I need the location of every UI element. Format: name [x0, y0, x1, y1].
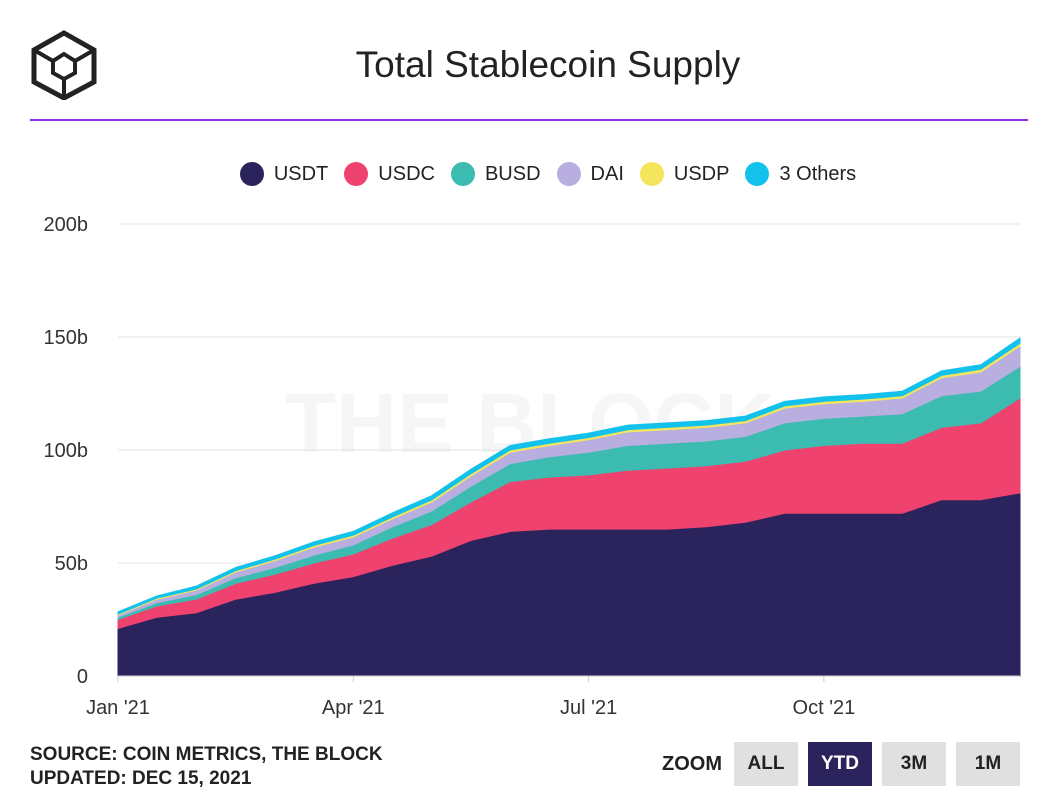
chart-legend: USDT USDC BUSD DAI USDP 3 Others [0, 162, 1056, 186]
x-tick-label: Jan '21 [86, 697, 150, 719]
y-tick-label: 200b [44, 214, 89, 236]
legend-dot-usdt [239, 162, 264, 186]
y-tick-label: 50b [55, 553, 88, 575]
x-tick-label: Apr '21 [322, 697, 385, 719]
area-3-others[interactable] [117, 337, 1021, 615]
y-tick-label: 100b [44, 440, 89, 462]
legend-dot-usdc [344, 162, 369, 186]
x-tick-label: Oct '21 [793, 697, 856, 719]
zoom-all-button[interactable]: ALL [734, 742, 798, 786]
legend-label-usdp: USDP [673, 162, 730, 185]
legend-dot-others [745, 162, 770, 186]
y-tick-label: 150b [44, 327, 89, 349]
y-tick-label: 0 [77, 666, 88, 688]
legend-dot-usdp [639, 162, 664, 186]
legend-item-others[interactable]: 3 Others [745, 162, 856, 186]
legend-dot-dai [556, 162, 581, 186]
legend-dot-busd [450, 162, 475, 186]
zoom-ytd-button[interactable]: YTD [808, 742, 872, 786]
title-divider [30, 119, 1028, 121]
legend-item-usdt[interactable]: USDT [239, 162, 329, 186]
zoom-1m-button[interactable]: 1M [956, 742, 1020, 786]
legend-label-busd: BUSD [484, 162, 541, 185]
source-note: SOURCE: COIN METRICS, THE BLOCK UPDATED:… [30, 743, 383, 791]
legend-label-dai: DAI [590, 162, 624, 185]
source-text: SOURCE: COIN METRICS, THE BLOCK [30, 744, 383, 765]
zoom-controls: ZOOM ALL YTD 3M 1M [662, 742, 1020, 786]
the-block-logo-icon [31, 30, 97, 100]
legend-item-dai[interactable]: DAI [556, 162, 624, 186]
updated-text: UPDATED: DEC 15, 2021 [30, 768, 252, 789]
page-title: Total Stablecoin Supply [355, 44, 741, 85]
legend-item-busd[interactable]: BUSD [450, 162, 541, 186]
legend-label-usdc: USDC [378, 162, 435, 185]
legend-item-usdc[interactable]: USDC [344, 162, 435, 186]
legend-label-others: 3 Others [779, 162, 857, 185]
x-tick-label: Jul '21 [560, 697, 617, 719]
zoom-label: ZOOM [662, 752, 722, 775]
legend-item-usdp[interactable]: USDP [639, 162, 730, 186]
zoom-3m-button[interactable]: 3M [882, 742, 946, 786]
legend-label-usdt: USDT [273, 162, 329, 185]
